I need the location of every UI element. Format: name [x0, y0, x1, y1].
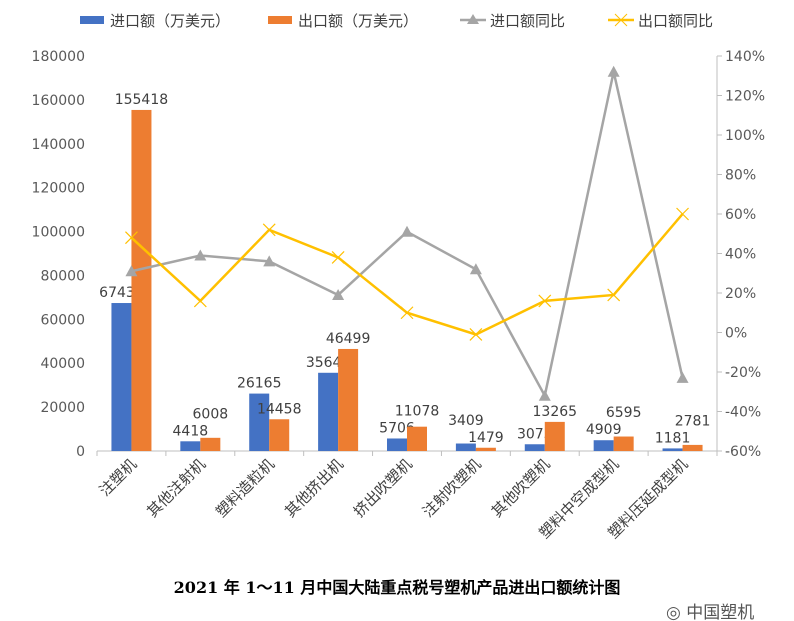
- bar-import: [524, 444, 545, 451]
- bar-export: [475, 447, 496, 451]
- left-tick-label: 60000: [40, 312, 85, 328]
- right-tick-label: 0%: [725, 326, 747, 342]
- data-label: 4909: [586, 422, 622, 438]
- bar-import: [662, 448, 683, 451]
- legend-label: 进口额（万美元）: [110, 12, 230, 30]
- chart: 0 20000 40000 60000 80000 100000 120000 140000 1…: [32, 12, 765, 542]
- left-tick-label: 0: [76, 444, 85, 460]
- legend-marker-triangle: [467, 14, 479, 24]
- bar-export: [613, 436, 634, 451]
- marker-triangle: [263, 255, 276, 267]
- left-tick-label: 180000: [32, 49, 85, 65]
- marker-x: [125, 231, 138, 245]
- data-label: 13265: [533, 404, 578, 420]
- x-tick-label: 注塑机: [96, 455, 141, 500]
- x-tick-label: 其他吹塑机: [488, 455, 554, 521]
- watermark: ◎ 中国塑机: [666, 603, 755, 621]
- marker-triangle: [469, 263, 482, 275]
- legend-label: 进口额同比: [490, 12, 565, 30]
- marker-triangle: [538, 389, 551, 401]
- legend-swatch: [268, 16, 292, 24]
- wechat-icon: ◎: [666, 603, 687, 621]
- bar-export: [269, 419, 290, 451]
- data-label: 4418: [173, 423, 209, 439]
- data-label: 46499: [326, 331, 371, 347]
- marker-x: [676, 207, 689, 221]
- bar-import: [455, 443, 476, 451]
- left-tick-label: 140000: [32, 137, 85, 153]
- data-label: 2781: [675, 413, 711, 429]
- legend-marker-x: [614, 13, 628, 27]
- x-tick-label: 挤出吹塑机: [350, 455, 416, 521]
- bar-import: [249, 393, 270, 451]
- right-tick-label: 80%: [725, 168, 756, 184]
- marker-x: [607, 288, 621, 302]
- marker-triangle: [332, 288, 345, 300]
- right-tick-label: -40%: [725, 405, 761, 421]
- bar-export: [338, 348, 359, 451]
- left-tick-label: 80000: [40, 268, 85, 284]
- right-tick-label: 120%: [725, 89, 765, 105]
- data-label: 14458: [257, 401, 302, 417]
- marker-x: [331, 251, 345, 264]
- right-tick-label: -20%: [725, 365, 761, 381]
- bar-import: [593, 440, 614, 451]
- bar-import: [318, 372, 339, 451]
- legend-swatch: [80, 16, 104, 24]
- data-label: 155418: [115, 92, 168, 108]
- bar-import: [180, 441, 201, 451]
- data-label: 3409: [448, 413, 484, 429]
- left-tick-label: 120000: [32, 181, 85, 197]
- data-label: 5706: [379, 420, 415, 436]
- data-label: 26165: [237, 376, 282, 392]
- data-label: 11078: [395, 403, 440, 419]
- left-tick-label: 40000: [40, 356, 85, 372]
- data-label: 3073: [517, 426, 553, 442]
- left-tick-label: 100000: [32, 225, 85, 241]
- marker-triangle: [125, 265, 138, 277]
- x-tick-label: 其他注射机: [143, 455, 209, 521]
- right-tick-label: -60%: [725, 444, 761, 460]
- legend-label: 出口额（万美元）: [298, 12, 418, 30]
- right-tick-label: 140%: [725, 49, 765, 65]
- right-tick-label: 100%: [725, 128, 765, 144]
- data-label: 1181: [655, 430, 691, 446]
- bar-export: [407, 426, 427, 451]
- marker-x: [400, 306, 414, 320]
- bar-import: [387, 438, 407, 451]
- right-tick-label: 60%: [725, 207, 756, 223]
- bar-export: [544, 421, 565, 451]
- bar-export: [131, 109, 152, 451]
- left-tick-label: 20000: [40, 400, 85, 416]
- x-tick-label: 注射吹塑机: [419, 455, 485, 521]
- legend-label: 出口额同比: [638, 12, 713, 30]
- data-label: 6008: [193, 406, 229, 422]
- marker-x: [262, 223, 276, 237]
- chart-title: 2021 年 1～11 月中国大陆重点税号塑机产品进出口额统计图: [173, 578, 621, 597]
- data-label: 6595: [606, 405, 642, 421]
- right-tick-label: 40%: [725, 247, 756, 263]
- marker-triangle: [194, 249, 207, 261]
- marker-x: [193, 294, 207, 308]
- marker-triangle: [401, 225, 413, 237]
- marker-x: [538, 294, 552, 308]
- bar-export: [682, 444, 703, 451]
- x-tick-label: 其他挤出机: [281, 455, 347, 521]
- bar-export: [200, 437, 221, 451]
- marker-x: [469, 328, 483, 341]
- x-tick-label: 塑料造粒机: [212, 455, 278, 521]
- right-tick-label: 20%: [725, 286, 756, 302]
- bar-import: [111, 303, 132, 451]
- data-label: 1479: [468, 430, 504, 446]
- marker-triangle: [607, 65, 620, 77]
- left-tick-label: 160000: [32, 93, 85, 109]
- marker-triangle: [676, 371, 689, 383]
